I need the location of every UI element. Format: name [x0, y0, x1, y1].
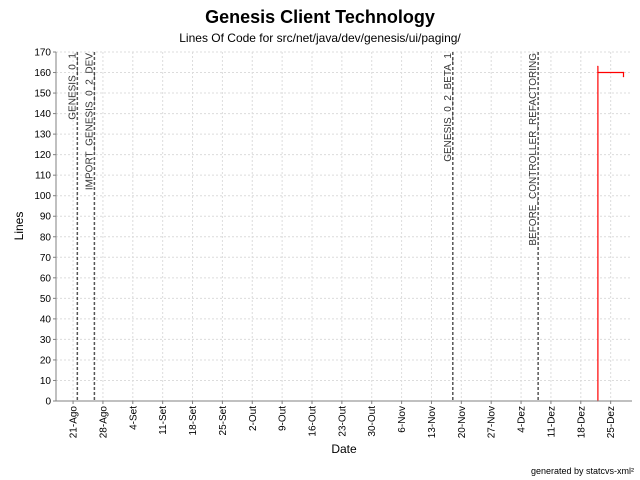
y-tick-label: 70	[40, 253, 52, 264]
y-axis-label: Lines	[12, 212, 26, 241]
x-tick-label: 27-Nov	[487, 406, 498, 438]
version-marker-label: GENESIS_0_1	[67, 53, 78, 120]
series-point	[622, 76, 625, 78]
x-tick-label: 2-Out	[248, 406, 259, 431]
y-tick-label: 110	[35, 171, 51, 182]
grid-layer	[56, 51, 632, 402]
y-tick-label: 130	[34, 130, 51, 141]
series-point	[622, 71, 625, 74]
y-tick-label: 160	[34, 68, 51, 79]
y-tick-label: 140	[34, 109, 51, 120]
y-tick-labels: 0 10 20 30 40 50 60 70 80 90 100 110 120 130 140 150 160…	[34, 48, 51, 408]
chart-subtitle: Lines Of Code for src/net/java/dev/genes…	[179, 31, 461, 45]
y-tick-label: 90	[40, 212, 52, 223]
y-tick-label: 150	[34, 89, 51, 100]
x-tick-label: 9-Out	[278, 406, 289, 431]
x-tick-label: 20-Nov	[457, 406, 468, 438]
x-tick-label: 11-Set	[158, 406, 169, 435]
version-marker-label: IMPORT_GENESIS_0_2_DEV	[84, 53, 95, 190]
x-tick-label: 11-Dez	[546, 406, 557, 438]
y-tick-label: 80	[40, 232, 52, 243]
version-marker-label: BEFORE_CONTROLLER_REFACTORING	[528, 53, 539, 246]
y-tick-label: 60	[40, 273, 52, 284]
y-tick-label: 40	[40, 314, 52, 325]
marker-layer: GENESIS_0_1 IMPORT_GENESIS_0_2_DEV GENESIS…	[67, 52, 539, 401]
y-tick-label: 50	[40, 294, 52, 305]
axis-layer	[53, 51, 632, 404]
y-tick-label: 100	[34, 191, 51, 202]
series-point	[597, 71, 599, 74]
x-tick-label: 21-Ago	[69, 406, 80, 439]
y-tick-label: 0	[45, 397, 51, 408]
x-tick-label: 6-Nov	[397, 406, 408, 433]
y-tick-label: 30	[40, 335, 52, 346]
y-tick-label: 20	[40, 355, 52, 366]
x-tick-label: 23-Out	[337, 406, 348, 437]
x-tick-label: 4-Dez	[517, 406, 528, 433]
series-point	[597, 65, 599, 67]
x-tick-label: 18-Dez	[576, 406, 587, 438]
x-tick-label: 28-Ago	[98, 406, 109, 439]
x-tick-label: 30-Out	[367, 406, 378, 437]
y-tick-label: 120	[34, 150, 51, 161]
plot-area	[56, 52, 632, 401]
x-tick-label: 16-Out	[308, 406, 319, 437]
x-axis-label: Date	[331, 442, 357, 456]
chart-title: Genesis Client Technology	[205, 7, 435, 27]
y-tick-label: 10	[40, 376, 52, 387]
footer-credit: generated by statcvs-xml²	[531, 466, 634, 476]
x-tick-label: 4-Set	[128, 406, 139, 430]
x-tick-label: 18-Set	[188, 406, 199, 436]
version-marker-label: GENESIS_0_2_BETA_1	[443, 53, 454, 162]
x-tick-labels: 21-Ago 28-Ago 4-Set 11-Set 18-Set 25-Set 2-Out…	[69, 406, 618, 439]
x-tick-label: 25-Set	[218, 406, 229, 436]
x-tick-label: 13-Nov	[427, 406, 438, 438]
x-tick-label: 25-Dez	[606, 406, 617, 438]
y-tick-label: 170	[34, 48, 51, 59]
